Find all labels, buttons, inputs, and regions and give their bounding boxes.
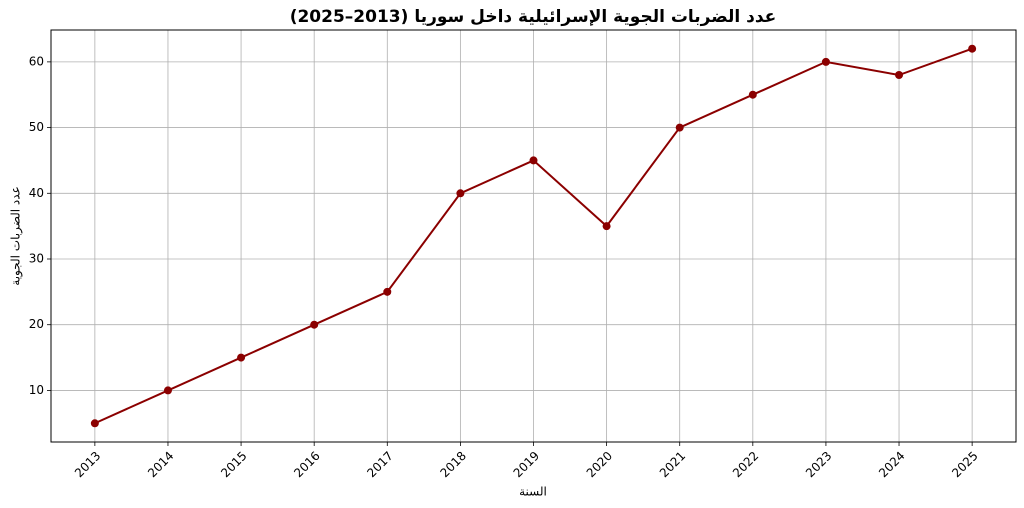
x-tick-label: 2019 <box>511 449 542 480</box>
chart-title: عدد الضربات الجوية الإسرائيلية داخل سوري… <box>290 7 777 27</box>
data-point <box>748 90 757 99</box>
y-tick-label: 30 <box>29 251 44 265</box>
data-point <box>456 189 465 198</box>
x-tick-label: 2021 <box>657 449 688 480</box>
data-point <box>968 44 977 53</box>
data-point <box>163 386 172 395</box>
data-point <box>237 353 246 362</box>
x-tick-label: 2018 <box>437 449 468 480</box>
data-point <box>895 71 904 80</box>
x-tick-label: 2025 <box>949 449 980 480</box>
x-tick-label: 2017 <box>364 449 395 480</box>
y-tick-label: 40 <box>29 186 44 200</box>
x-tick-label: 2013 <box>72 449 103 480</box>
x-tick-label: 2020 <box>584 449 615 480</box>
y-tick-label: 50 <box>29 120 44 134</box>
data-point <box>90 419 99 428</box>
data-point <box>310 320 319 329</box>
data-point <box>383 287 392 296</box>
x-tick-label: 2022 <box>730 449 761 480</box>
plot-frame <box>50 29 1017 443</box>
x-tick-label: 2014 <box>145 449 176 480</box>
x-axis-label: السنة <box>519 485 547 499</box>
y-tick-label: 20 <box>29 317 44 331</box>
y-tick-label: 10 <box>29 383 44 397</box>
y-axis-label: عدد الضربات الجوية <box>9 186 24 285</box>
data-point <box>821 57 830 66</box>
y-tick-label: 60 <box>29 54 44 68</box>
data-point <box>675 123 684 132</box>
x-tick-label: 2023 <box>803 449 834 480</box>
x-tick-label: 2015 <box>218 449 249 480</box>
data-point <box>529 156 538 165</box>
data-point <box>602 222 611 231</box>
x-tick-label: 2024 <box>876 449 907 480</box>
x-tick-label: 2016 <box>291 449 322 480</box>
